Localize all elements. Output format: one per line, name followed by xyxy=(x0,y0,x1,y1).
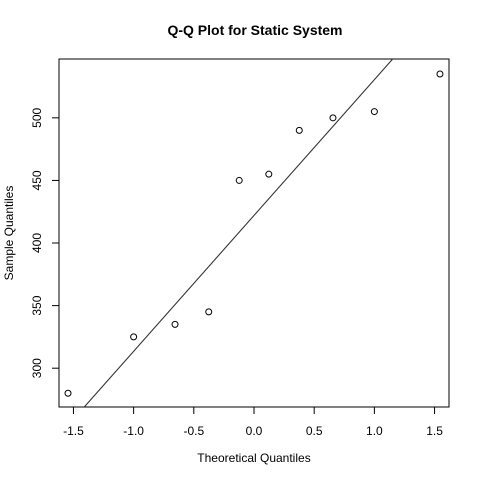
x-axis-label: Theoretical Quantiles xyxy=(197,451,310,465)
reference-line xyxy=(83,58,394,408)
data-point xyxy=(436,70,444,78)
chart-title: Q-Q Plot for Static System xyxy=(167,22,342,38)
y-tick-label: 500 xyxy=(30,108,44,128)
y-axis: 300 350 400 450 500 xyxy=(30,108,60,378)
data-point xyxy=(235,176,243,184)
x-tick-label: 0.5 xyxy=(306,424,323,438)
data-point xyxy=(171,320,179,328)
x-tick-label: 1.0 xyxy=(366,424,383,438)
x-tick-label: -0.5 xyxy=(183,424,204,438)
x-tick-label: -1.0 xyxy=(123,424,144,438)
y-tick-label: 300 xyxy=(30,358,44,378)
x-axis: -1.5 -1.0 -0.5 0.0 0.5 1.0 1.5 xyxy=(63,406,443,438)
data-point xyxy=(329,114,337,122)
data-point xyxy=(370,108,378,116)
x-tick-label: 0.0 xyxy=(246,424,263,438)
y-tick-label: 400 xyxy=(30,233,44,253)
plot-frame xyxy=(58,58,450,408)
data-point xyxy=(295,126,303,134)
data-points xyxy=(64,70,444,397)
data-point xyxy=(205,308,213,316)
y-tick-label: 350 xyxy=(30,295,44,315)
x-tick-label: 1.5 xyxy=(426,424,443,438)
data-point xyxy=(64,389,72,397)
data-point xyxy=(130,333,138,341)
data-point xyxy=(265,170,273,178)
y-tick-label: 450 xyxy=(30,170,44,190)
y-axis-label: Sample Quantiles xyxy=(2,186,16,281)
x-tick-label: -1.5 xyxy=(63,424,84,438)
